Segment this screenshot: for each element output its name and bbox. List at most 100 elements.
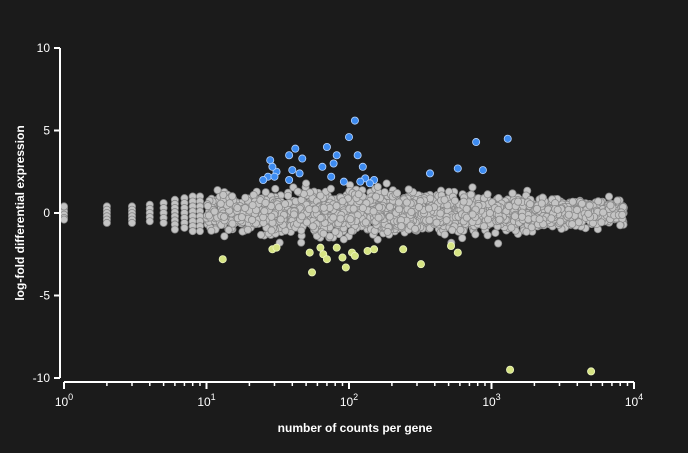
neutral-point <box>605 192 614 201</box>
neutral-point <box>237 213 246 222</box>
neutral-point <box>373 235 382 244</box>
neutral-point <box>436 209 445 218</box>
upregulated-point <box>365 179 374 188</box>
neutral-point <box>233 203 242 212</box>
neutral-point <box>195 227 204 236</box>
neutral-point <box>385 212 394 221</box>
neutral-point <box>597 218 606 227</box>
neutral-point <box>397 222 406 231</box>
neutral-point <box>577 199 586 208</box>
neutral-point <box>382 179 391 188</box>
upregulated-point <box>270 172 279 181</box>
downregulated-point <box>363 246 372 255</box>
downregulated-point <box>416 260 425 269</box>
neutral-point <box>316 191 325 200</box>
neutral-point <box>374 213 383 222</box>
neutral-point <box>375 203 384 212</box>
neutral-point <box>188 227 197 236</box>
upregulated-point <box>353 151 362 160</box>
neutral-point <box>336 214 345 223</box>
neutral-point <box>585 201 594 210</box>
upregulated-point <box>503 134 512 143</box>
neutral-point <box>241 193 250 202</box>
neutral-point <box>471 230 480 239</box>
downregulated-point <box>506 365 515 374</box>
neutral-point <box>394 198 403 207</box>
neutral-point <box>468 183 477 192</box>
neutral-point <box>297 226 306 235</box>
neutral-point <box>297 238 306 247</box>
neutral-point <box>349 204 358 213</box>
upregulated-point <box>329 159 338 168</box>
upregulated-point <box>327 172 336 181</box>
neutral-point <box>316 214 325 223</box>
neutral-point <box>326 184 335 193</box>
downregulated-point <box>332 243 341 252</box>
y-tick-label: 5 <box>43 124 50 138</box>
neutral-point <box>243 225 252 234</box>
upregulated-point <box>266 156 275 165</box>
neutral-points-group <box>60 179 628 248</box>
upregulated-point <box>288 166 297 175</box>
upregulated-point <box>358 162 367 171</box>
neutral-point <box>127 218 136 227</box>
y-tick-label: -10 <box>33 371 51 385</box>
upregulated-point <box>453 164 462 173</box>
neutral-point <box>407 207 416 216</box>
neutral-point <box>527 223 536 232</box>
neutral-point <box>594 197 603 206</box>
neutral-point <box>284 191 293 200</box>
neutral-point <box>553 205 562 214</box>
neutral-point <box>329 213 338 222</box>
neutral-point <box>483 231 492 240</box>
neutral-point <box>346 215 355 224</box>
neutral-point <box>225 199 234 208</box>
neutral-point <box>170 225 179 234</box>
neutral-point <box>613 196 622 205</box>
neutral-point <box>213 186 222 195</box>
upregulated-point <box>478 166 487 175</box>
neutral-point <box>547 214 556 223</box>
neutral-point <box>494 205 503 214</box>
downregulated-point <box>307 268 316 277</box>
neutral-point <box>448 226 457 235</box>
downregulated-point <box>341 263 350 272</box>
neutral-point <box>479 222 488 231</box>
neutral-point <box>618 210 627 219</box>
neutral-point <box>293 187 302 196</box>
x-axis: 100 101 102 103 104 <box>55 381 643 409</box>
neutral-point <box>568 220 577 229</box>
neutral-point <box>60 202 69 211</box>
upregulated-point <box>332 151 341 160</box>
neutral-point <box>414 203 423 212</box>
neutral-point <box>219 190 228 199</box>
neutral-point <box>424 204 433 213</box>
downregulated-point <box>272 243 281 252</box>
upregulated-point <box>291 144 300 153</box>
neutral-point <box>347 227 356 236</box>
x-tick-label: 100 <box>55 392 73 409</box>
neutral-point <box>568 197 577 206</box>
neutral-point <box>204 211 213 220</box>
neutral-point <box>339 235 348 244</box>
y-tick-label: -5 <box>39 289 50 303</box>
neutral-point <box>442 216 451 225</box>
neutral-point <box>564 210 573 219</box>
downregulated-point <box>218 255 227 264</box>
neutral-point <box>468 210 477 219</box>
neutral-point <box>456 225 465 234</box>
neutral-point <box>249 190 258 199</box>
neutral-point <box>404 185 413 194</box>
downregulated-point <box>399 245 408 254</box>
neutral-point <box>271 184 280 193</box>
x-tick-label: 103 <box>482 392 500 409</box>
neutral-point <box>507 223 516 232</box>
upregulated-point <box>268 162 277 171</box>
neutral-point <box>354 190 363 199</box>
neutral-point <box>261 198 270 207</box>
neutral-point <box>526 200 535 209</box>
neutral-point <box>462 204 471 213</box>
upregulated-point <box>285 175 294 184</box>
neutral-point <box>599 208 608 217</box>
neutral-point <box>203 202 212 211</box>
